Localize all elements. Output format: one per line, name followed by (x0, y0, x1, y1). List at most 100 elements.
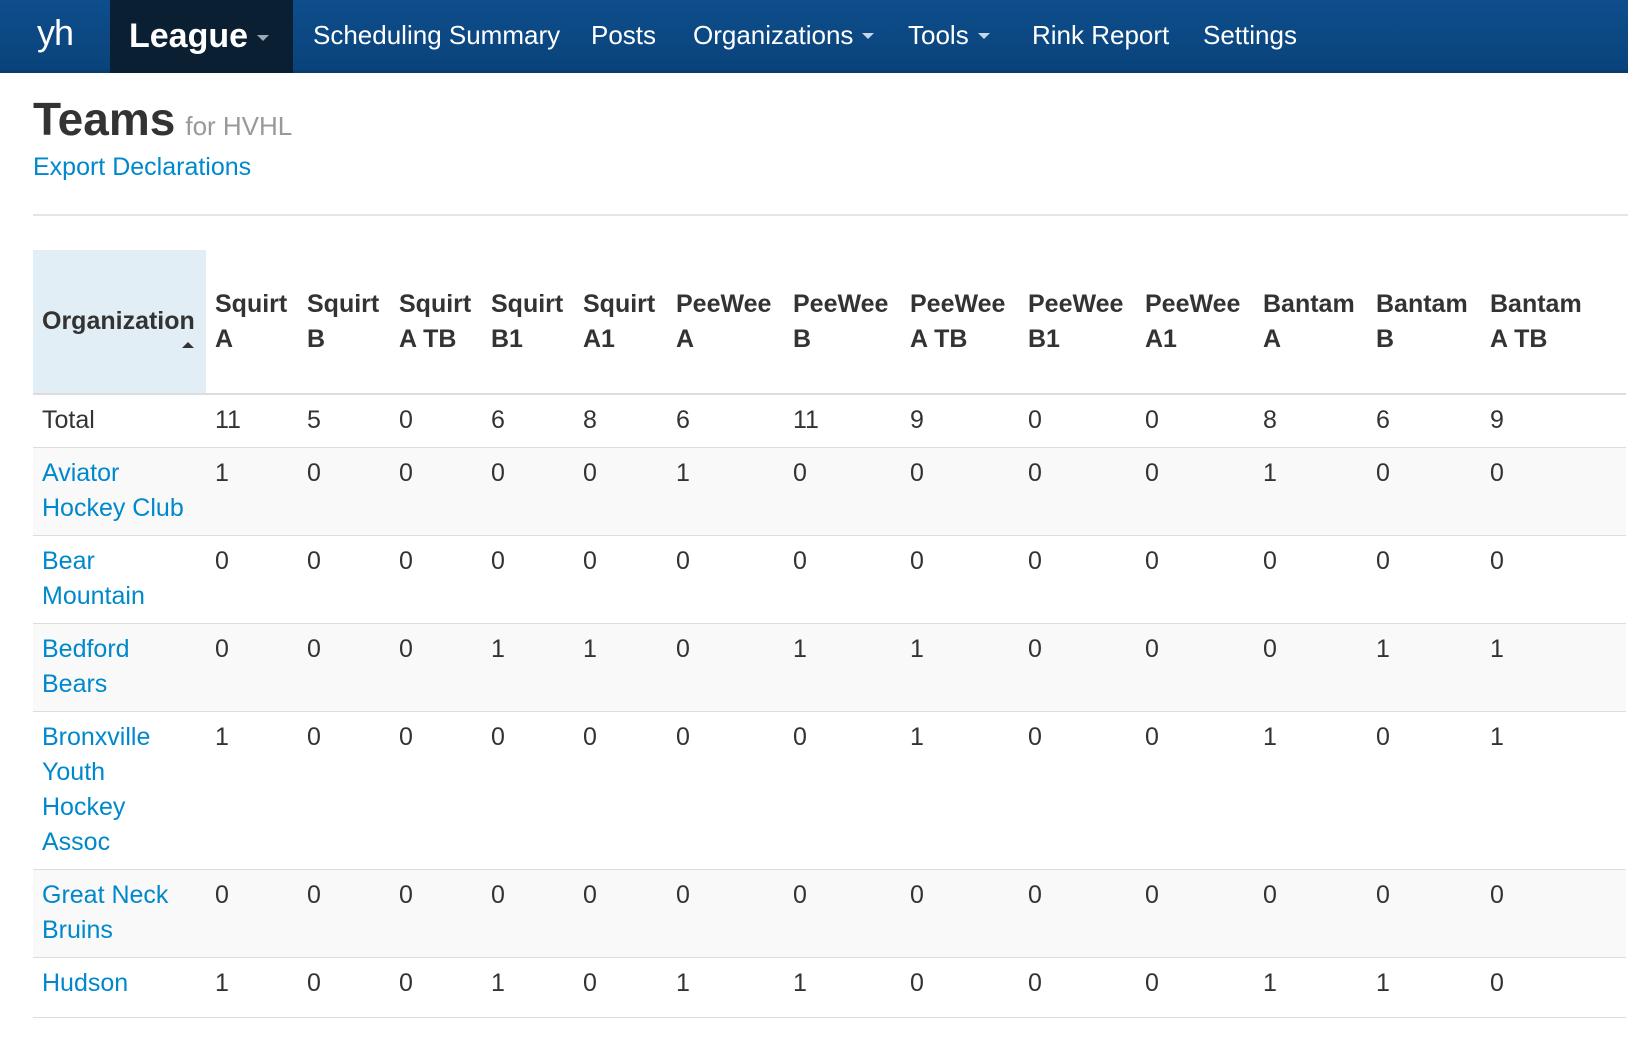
organization-name-line: Hockey (42, 792, 126, 821)
column-header[interactable]: Squirt A (206, 250, 298, 395)
table-cell: 0 (1136, 623, 1254, 712)
table-cell: 11 (784, 394, 901, 448)
column-header-organization[interactable]: Organization (33, 250, 206, 395)
table-cell: 0 (1367, 447, 1481, 536)
teams-table: Organization Squirt A Squirt B Squirt A TB … (33, 250, 1626, 1018)
table-cell: 1 (784, 957, 901, 1018)
organization-link[interactable]: Great Neck Bruins (42, 881, 168, 944)
organization-link[interactable]: Aviator Hockey Club (42, 459, 184, 522)
column-header-label: Squirt (583, 289, 656, 318)
table-cell: 0 (206, 869, 298, 958)
table-cell: 0 (667, 711, 784, 870)
column-header[interactable]: PeeWee B (784, 250, 901, 395)
table-cell: 0 (298, 447, 390, 536)
nav-organizations-dropdown[interactable]: Organizations (693, 0, 875, 70)
table-cell: 1 (1254, 711, 1367, 870)
organization-name-line: Bedford (42, 634, 130, 663)
column-header[interactable]: Bantam A TB (1481, 250, 1626, 395)
column-header[interactable]: PeeWee A (667, 250, 784, 395)
table-cell: 0 (1481, 957, 1626, 1018)
column-header[interactable]: Squirt A TB (390, 250, 482, 395)
table-cell: 0 (1019, 711, 1136, 870)
table-cell: 1 (901, 711, 1019, 870)
nav-settings-label: Settings (1203, 19, 1297, 50)
table-cell: 1 (1481, 711, 1626, 870)
table-cell: 0 (1254, 869, 1367, 958)
caret-down-icon (257, 34, 270, 41)
table-cell: 0 (206, 623, 298, 712)
column-header-sublabel: A1 (1145, 324, 1177, 353)
organization-link[interactable]: Bedford Bears (42, 635, 130, 698)
column-header[interactable]: PeeWee A1 (1136, 250, 1254, 395)
column-header-sublabel: B1 (491, 324, 523, 353)
table-cell: 1 (1367, 957, 1481, 1018)
table-cell: 0 (574, 711, 667, 870)
column-header-label: Squirt (491, 289, 564, 318)
table-cell: 1 (206, 711, 298, 870)
table-cell: 0 (482, 535, 574, 624)
table-cell: 0 (574, 447, 667, 536)
table-row: Hudson 1 0 0 1 0 1 1 0 0 0 1 1 0 (33, 957, 1626, 1018)
organization-name-line: Great Neck (42, 880, 169, 909)
table-row: Bear Mountain 0 0 0 0 0 0 0 0 0 0 0 0 0 (33, 535, 1626, 624)
table-cell: 0 (574, 869, 667, 958)
header-divider (33, 214, 1628, 216)
column-header[interactable]: PeeWee B1 (1019, 250, 1136, 395)
nav-league-dropdown[interactable]: League (110, 0, 293, 73)
table-cell: 8 (574, 394, 667, 448)
nav-tools-dropdown[interactable]: Tools (908, 0, 990, 70)
table-cell: 6 (482, 394, 574, 448)
caret-down-icon (862, 33, 875, 39)
column-header[interactable]: Bantam B (1367, 250, 1481, 395)
organization-cell: Great Neck Bruins (33, 869, 206, 958)
column-header-label: Bantam (1376, 289, 1468, 318)
table-cell: 0 (482, 711, 574, 870)
table-cell: 0 (1136, 711, 1254, 870)
table-cell: 0 (1481, 447, 1626, 536)
organization-link[interactable]: Bronxville Youth Hockey Assoc (42, 723, 150, 856)
column-header-sublabel: A TB (1490, 324, 1548, 353)
nav-rink-report[interactable]: Rink Report (1032, 0, 1169, 70)
page-title: Teams for HVHL (33, 92, 292, 146)
export-declarations-link[interactable]: Export Declarations (33, 153, 252, 181)
page-subtitle: for HVHL (185, 111, 293, 141)
table-cell: 8 (1254, 394, 1367, 448)
table-cell: 0 (1019, 447, 1136, 536)
table-cell: 0 (901, 957, 1019, 1018)
table-cell: 0 (390, 711, 482, 870)
brand-text: yh (36, 11, 74, 53)
table-cell: 6 (667, 394, 784, 448)
column-header-label: PeeWee (793, 289, 889, 318)
table-cell: 0 (298, 957, 390, 1018)
brand-logo[interactable]: yh (0, 0, 110, 73)
nav-rink-report-label: Rink Report (1032, 19, 1170, 50)
table-cell: 0 (1019, 869, 1136, 958)
column-header[interactable]: Squirt B1 (482, 250, 574, 395)
organization-cell: Aviator Hockey Club (33, 447, 206, 536)
table-cell: 0 (667, 535, 784, 624)
organization-cell: Bedford Bears (33, 623, 206, 712)
table-cell: 0 (1367, 711, 1481, 870)
nav-scheduling-summary[interactable]: Scheduling Summary (313, 0, 560, 70)
table-row: Bedford Bears 0 0 0 1 1 0 1 1 0 0 0 1 1 (33, 623, 1626, 712)
nav-tools-label: Tools (908, 19, 969, 50)
organization-name-line: Bronxville (42, 722, 151, 751)
table-cell: 0 (390, 535, 482, 624)
table-cell: 0 (901, 447, 1019, 536)
column-header[interactable]: PeeWee A TB (901, 250, 1019, 395)
table-row: Bronxville Youth Hockey Assoc 1 0 0 0 0 0 0… (33, 711, 1626, 870)
column-header-sublabel: B (1376, 324, 1395, 353)
nav-settings[interactable]: Settings (1203, 0, 1297, 70)
table-cell: 0 (1481, 869, 1626, 958)
table-row-total: Total 11 5 0 6 8 6 11 9 0 0 8 6 9 (33, 394, 1626, 448)
table-cell: 0 (390, 957, 482, 1018)
nav-posts[interactable]: Posts (591, 0, 656, 70)
column-header[interactable]: Bantam A (1254, 250, 1367, 395)
organization-link[interactable]: Bear Mountain (42, 547, 145, 610)
column-header-label: PeeWee (676, 289, 772, 318)
table-cell: 0 (901, 535, 1019, 624)
column-header[interactable]: Squirt A1 (574, 250, 667, 395)
organization-link[interactable]: Hudson (42, 969, 128, 997)
organization-cell: Bear Mountain (33, 535, 206, 624)
column-header[interactable]: Squirt B (298, 250, 390, 395)
